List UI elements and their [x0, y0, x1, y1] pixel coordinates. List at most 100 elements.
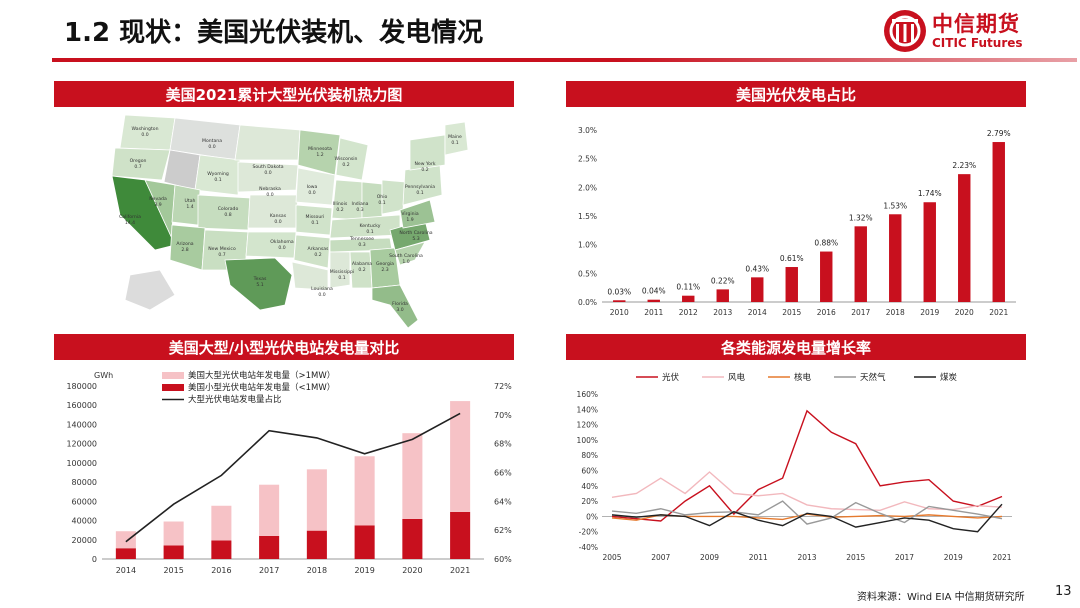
y-tick-label: 100%	[577, 436, 598, 445]
large-plant-bar	[306, 469, 327, 531]
y-tick-label: -40%	[579, 543, 598, 552]
state-label: Texas 5.1	[253, 276, 267, 288]
source-note: 资料来源：Wind EIA 中信期货研究所	[857, 592, 1025, 603]
state-label: Indiana 0.3	[351, 201, 368, 213]
share-bar	[613, 300, 626, 302]
state-label: Pennsylvania 0.1	[405, 184, 435, 196]
y-tick-label: 160%	[577, 390, 598, 399]
large-plant-bar	[450, 401, 471, 512]
y-tick-label: 60000	[72, 497, 97, 506]
y-tick-label: 1.5%	[578, 212, 597, 221]
x-tick-label: 2016	[211, 566, 231, 575]
y2-tick-label: 66%	[494, 469, 512, 478]
state-label: Montana 0.0	[202, 138, 222, 150]
legend-label: 美国小型光伏电站年发电量（<1MW）	[188, 382, 335, 393]
state-label: Oregon 0.7	[130, 158, 147, 170]
share-bar	[682, 295, 695, 302]
y2-tick-label: 60%	[494, 555, 512, 564]
share-data-label: 0.03%	[607, 287, 631, 296]
state-label: Nebraska 0.0	[259, 186, 281, 198]
small-plant-bar	[306, 530, 327, 559]
state-label: Maine 0.1	[448, 134, 462, 146]
y-tick-label: 2.5%	[578, 155, 597, 164]
small-plant-bar	[354, 525, 375, 559]
state-label: Illinois 0.2	[333, 201, 348, 213]
x-tick-label: 2021	[992, 553, 1011, 562]
share-data-label: 0.04%	[642, 287, 666, 296]
legend-label: 光伏	[662, 372, 680, 383]
x-tick-label: 2014	[748, 308, 767, 317]
legend-label: 大型光伏电站发电量占比	[188, 394, 282, 405]
state-label: Minnesota 1.2	[308, 146, 332, 158]
x-tick-label: 2009	[700, 553, 719, 562]
share-bar	[820, 251, 833, 302]
state-label: Kansas 0.0	[270, 213, 287, 225]
share-bar	[992, 142, 1005, 302]
y-tick-label: 80%	[581, 451, 598, 460]
state-label: New Mexico 0.7	[208, 246, 236, 258]
x-tick-label: 2013	[713, 308, 732, 317]
large-plant-bar	[354, 456, 375, 526]
share-data-label: 0.22%	[711, 276, 735, 285]
x-tick-label: 2007	[651, 553, 670, 562]
y2-tick-label: 62%	[494, 526, 512, 535]
state-label: South Carolina 1.0	[389, 253, 423, 265]
title-underline	[52, 58, 1077, 62]
logo-text-cn: 中信期货	[932, 12, 1020, 36]
page-title: 1.2 现状：美国光伏装机、发电情况	[64, 18, 484, 48]
large-small-generation-chart: GWh 0 20000 40000 60000 80000 100000 120000 1400…	[54, 364, 524, 584]
y-tick-label: 120%	[577, 421, 598, 430]
y-tick-label: 120000	[66, 440, 97, 449]
share-data-label: 1.74%	[918, 189, 942, 198]
growth-series-line	[611, 409, 1003, 522]
state-label: Washington 0.0	[132, 126, 159, 138]
share-data-label: 2.79%	[987, 129, 1011, 138]
energy-growth-chart: -40% -20% 0% 20% 40% 60% 80% 100% 120% 140% 160% 20…	[566, 364, 1026, 584]
x-tick-label: 2015	[163, 566, 183, 575]
small-plant-bar	[115, 548, 136, 559]
large-plant-bar	[163, 521, 184, 546]
large-plant-bar	[402, 433, 423, 519]
share-bar	[785, 267, 798, 302]
state-label-layer: Washington 0.0 Oregon 0.7 Montana 0.0 Minnesot…	[119, 126, 462, 313]
small-plant-bar	[259, 535, 280, 559]
y-tick-label: 40%	[581, 482, 598, 491]
legend-swatch	[162, 372, 184, 379]
x-tick-label: 2005	[602, 553, 621, 562]
x-tick-label: 2016	[817, 308, 836, 317]
state-label: New York 0.2	[414, 161, 435, 173]
x-tick-label: 2021	[989, 308, 1008, 317]
state-label: Wyoming 0.1	[207, 171, 229, 183]
y-tick-label: 0%	[586, 512, 598, 521]
state-label: Iowa 0.0	[307, 184, 318, 196]
x-tick-label: 2014	[116, 566, 136, 575]
citic-logo: 中信期货 CITIC Futures	[880, 6, 1080, 56]
y2-tick-label: 64%	[494, 497, 512, 506]
y-tick-label: -20%	[579, 528, 598, 537]
share-data-label: 2.23%	[952, 161, 976, 170]
share-data-label: 0.11%	[676, 283, 700, 292]
solar-share-chart: 0.0% 0.5% 1.0% 1.5% 2.0% 2.5% 3.0% 0.03% 2010 0.0…	[566, 112, 1026, 334]
share-bar	[958, 174, 971, 302]
share-bar	[716, 289, 729, 302]
growth-series-line	[611, 500, 1003, 525]
legend-label: 天然气	[860, 372, 886, 383]
page-number: 13	[1055, 584, 1072, 599]
state-label: Colorado 0.8	[218, 206, 239, 218]
state-label: Missouri 0.1	[306, 214, 325, 226]
y2-tick-label: 70%	[494, 411, 512, 420]
x-tick-label: 2019	[354, 566, 374, 575]
x-tick-label: 2019	[944, 553, 963, 562]
y-tick-label: 20000	[72, 536, 97, 545]
state-label: Florida 3.0	[392, 301, 408, 313]
state-label: Utah 1.4	[185, 198, 196, 210]
legend-swatch	[162, 384, 184, 391]
x-tick-label: 2017	[259, 566, 279, 575]
x-tick-label: 2011	[644, 308, 663, 317]
us-states	[111, 114, 469, 329]
share-bar	[854, 226, 867, 302]
y2-tick-label: 72%	[494, 382, 512, 391]
small-plant-bar	[163, 545, 184, 559]
x-tick-label: 2010	[610, 308, 629, 317]
state-label: Georgia 2.3	[376, 261, 394, 273]
